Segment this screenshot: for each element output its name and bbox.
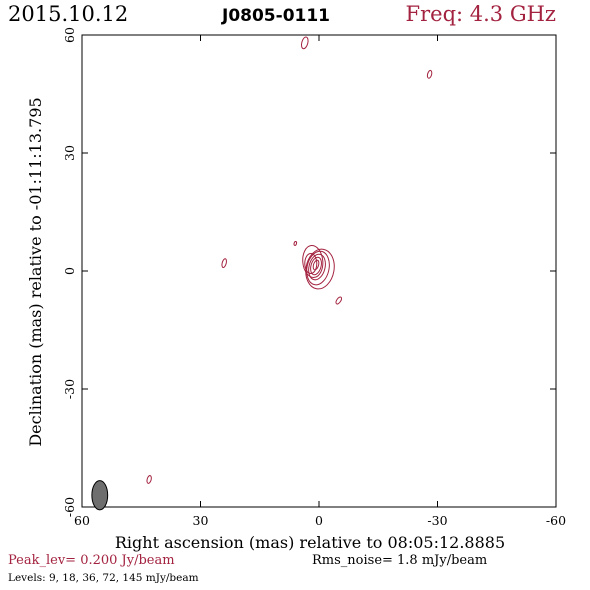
contour-levels: Levels: 9, 18, 36, 72, 145 mJy/beam xyxy=(8,572,199,584)
axis-ticks xyxy=(81,34,557,508)
x-tick-label: 0 xyxy=(315,513,323,528)
contour-core-level-4 xyxy=(310,256,322,276)
restoring-beam xyxy=(91,480,109,511)
y-tick-label: 60 xyxy=(62,27,77,43)
contour-knot xyxy=(335,296,343,305)
contour-core-level-3 xyxy=(308,253,326,281)
contour-group xyxy=(91,36,433,511)
x-tick-label: -60 xyxy=(546,513,566,528)
contour-noise-blob xyxy=(146,475,152,484)
contour-core-level-5 xyxy=(312,259,320,271)
y-tick-label: -30 xyxy=(62,379,77,399)
observation-date: 2015.10.12 xyxy=(8,2,129,26)
tick-labels: 60 30 0 -30 -60 -60 -30 0 30 60 xyxy=(62,27,566,528)
x-tick-label: 30 xyxy=(193,513,209,528)
y-tick-label: -60 xyxy=(62,497,77,517)
contour-core-level-2 xyxy=(306,250,330,286)
frequency-label: Freq: 4.3 GHz xyxy=(405,2,556,26)
x-axis-label: Right ascension (mas) relative to 08:05:… xyxy=(115,533,505,552)
y-tick-label: 0 xyxy=(62,267,77,275)
peak-level: Peak_lev= 0.200 Jy/beam xyxy=(8,553,175,568)
source-name: J0805-0111 xyxy=(222,6,331,26)
x-tick-label: 60 xyxy=(74,513,90,528)
contour-core-level-1 xyxy=(305,248,335,290)
y-tick-label: 30 xyxy=(62,145,77,161)
contour-jet-inner xyxy=(304,252,318,274)
contour-noise-blob xyxy=(300,36,309,50)
contour-jet-outer xyxy=(302,245,324,278)
rms-noise: Rms_noise= 1.8 mJy/beam xyxy=(312,553,488,568)
contour-noise-blob xyxy=(426,69,433,79)
contour-noise-blob xyxy=(293,241,298,246)
x-tick-label: -30 xyxy=(427,513,447,528)
contour-noise-blob xyxy=(221,258,227,269)
y-axis-label: Declination (mas) relative to -01:11:13.… xyxy=(26,97,45,446)
